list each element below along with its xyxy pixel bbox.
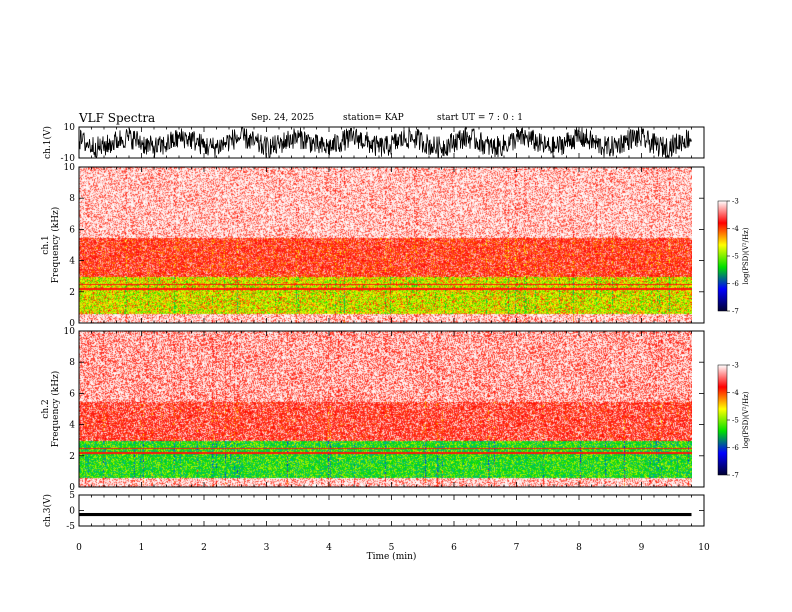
y-axis-label: Frequency (kHz) [50,207,61,284]
colorbar-tick-label: -7 [732,308,739,316]
colorbar-tick-label: -4 [732,389,739,397]
spectrogram-image-ch1 [79,167,692,323]
y-tick-label: 0 [69,507,75,517]
y-tick-label: 2 [69,452,75,462]
ch3-waveform-band [79,512,692,517]
y-axis-label: Frequency (kHz) [50,371,61,448]
y-tick-label: -5 [66,522,75,532]
date-label: Sep. 24, 2025 [251,113,315,123]
y-tick-label: 5 [69,491,75,501]
colorbar-tick-label: -6 [732,444,739,452]
y-tick-label: -10 [61,154,76,164]
x-tick-label: 3 [264,543,270,553]
y-tick-label: 10 [64,327,76,337]
x-tick-label: 8 [576,543,582,553]
y-tick-label: 8 [69,194,75,204]
start-ut-label: start UT = 7 : 0 : 1 [437,113,523,123]
x-tick-label: 7 [514,543,520,553]
y-tick-label: 6 [69,389,75,399]
x-tick-label: 5 [389,543,395,553]
colorbar-tick-label: -7 [732,472,739,480]
x-tick-label: 9 [639,543,645,553]
y-tick-label: 4 [69,421,75,431]
y-tick-label: 10 [64,123,76,133]
colorbar-tick-label: -3 [732,362,739,370]
x-tick-label: 1 [139,543,145,553]
colorbar [717,364,728,476]
y-axis-label: ch.1 [41,235,51,254]
y-tick-label: 0 [69,319,75,329]
x-tick-label: 4 [326,543,332,553]
y-tick-label: 8 [69,358,75,368]
y-axis-label: ch.1(V) [42,126,53,159]
y-tick-label: 6 [69,225,75,235]
colorbar-label: log(PSD)(V²/Hz) [742,391,750,448]
colorbar-tick-label: -5 [732,417,739,425]
y-tick-label: 10 [64,163,76,173]
colorbar-tick-label: -6 [732,280,739,288]
figure-title: VLF Spectra [79,111,156,125]
x-tick-label: 2 [201,543,207,553]
y-axis-label: ch.2 [41,399,51,418]
y-tick-label: 0 [69,483,75,493]
ch1-waveform-line [78,126,692,159]
colorbar [717,200,728,312]
x-tick-label: 0 [76,543,82,553]
colorbar-tick-label: -5 [732,253,739,261]
station-label: station= KAP [343,113,404,123]
colorbar-label: log(PSD)(V²/Hz) [742,227,750,284]
y-tick-label: 4 [69,257,75,267]
x-tick-label: 6 [451,543,457,553]
colorbar-tick-label: -4 [732,225,739,233]
spectrogram-image-ch2 [79,331,692,487]
colorbar-tick-label: -3 [732,198,739,206]
y-tick-label: 2 [69,288,75,298]
x-axis-label: Time (min) [367,551,417,562]
x-tick-label: 10 [698,543,710,553]
y-axis-label: ch.3(V) [42,494,53,527]
